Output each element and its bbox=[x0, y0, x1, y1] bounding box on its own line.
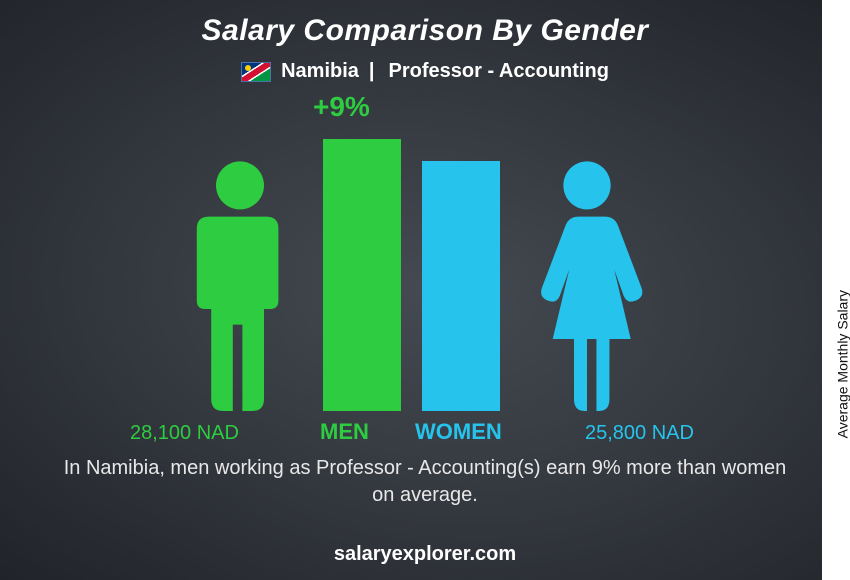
men-value-label: 28,100 NAD bbox=[130, 422, 239, 445]
bar-men bbox=[323, 139, 401, 411]
subtitle-role: Professor - Accounting bbox=[389, 60, 609, 83]
women-category-label: WOMEN bbox=[415, 419, 502, 445]
caption-text: In Namibia, men working as Professor - A… bbox=[0, 451, 850, 509]
namibia-flag-icon bbox=[241, 62, 271, 82]
main-title: Salary Comparison By Gender bbox=[0, 0, 850, 48]
men-category-label: MEN bbox=[320, 419, 369, 445]
subtitle-separator: | bbox=[369, 60, 375, 83]
subtitle-country: Namibia bbox=[281, 60, 359, 83]
footer-source: salaryexplorer.com bbox=[0, 543, 850, 566]
pct-diff-label: +9% bbox=[313, 91, 370, 123]
y-axis-label: Average Monthly Salary bbox=[834, 290, 850, 438]
women-value-label: 25,800 NAD bbox=[585, 422, 694, 445]
female-figure-icon bbox=[522, 159, 652, 411]
bar-women bbox=[422, 161, 500, 411]
content-wrapper: Salary Comparison By Gender Namibia | Pr… bbox=[0, 0, 850, 580]
subtitle-row: Namibia | Professor - Accounting bbox=[0, 60, 850, 83]
chart-area: +9% 28,100 NAD MEN WOMEN 25,800 NAD bbox=[0, 91, 850, 451]
male-figure-icon bbox=[180, 159, 300, 411]
